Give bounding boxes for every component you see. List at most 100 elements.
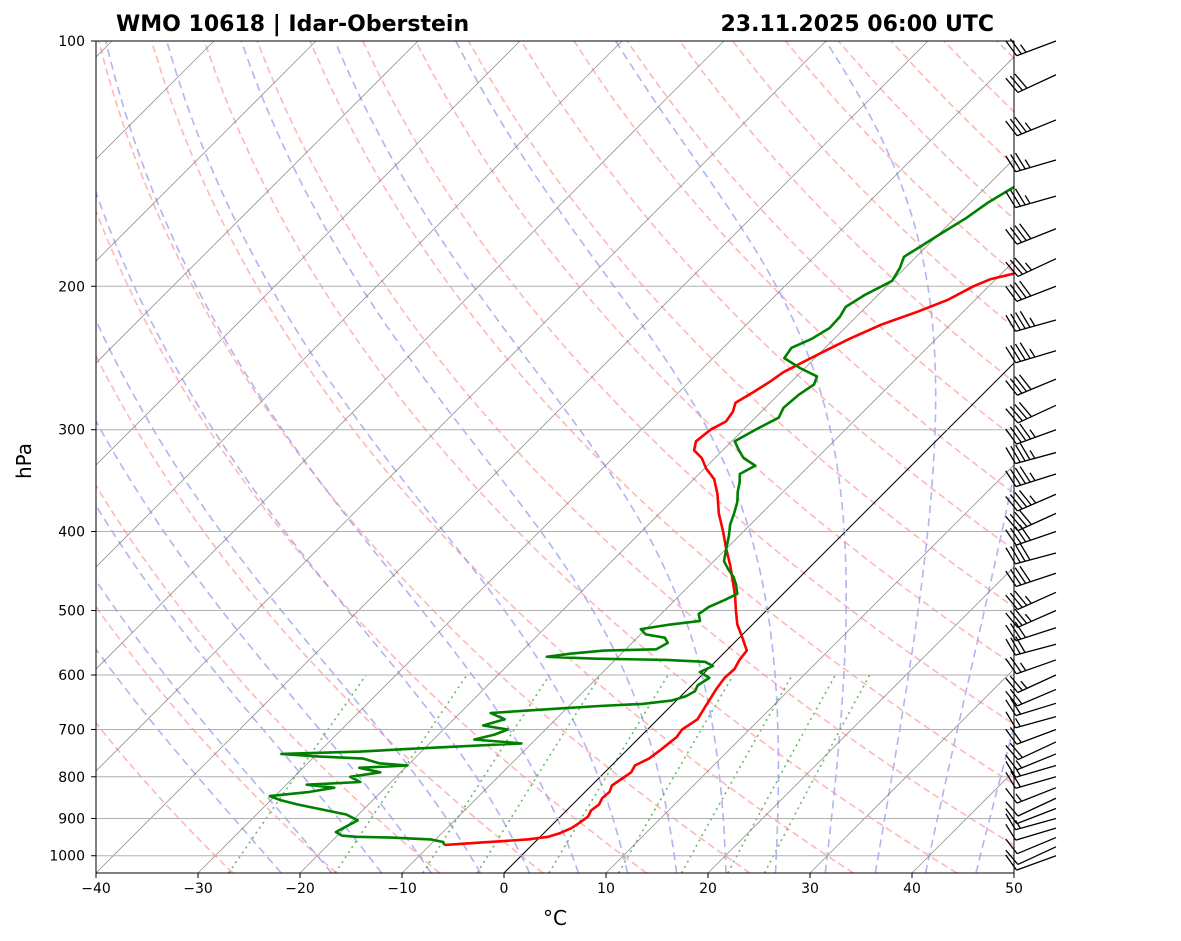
wind-barb-flag: [1005, 728, 1018, 745]
wind-barb: [1005, 753, 1057, 771]
wind-barb-flag: [1005, 40, 1018, 57]
isotherm: [96, 41, 419, 364]
wind-barb-flag: [1010, 698, 1022, 715]
wind-barb: [1005, 152, 1057, 173]
moist-adiabat: [924, 470, 1014, 873]
x-tick-label: 50: [1005, 881, 1023, 897]
wind-barb-flag: [1009, 406, 1023, 422]
wind-barb-flag: [1010, 637, 1021, 655]
wind-barb-flag: [1005, 754, 1018, 771]
moist-adiabat: [334, 41, 727, 873]
y-tick-label: 1000: [49, 849, 85, 865]
wind-barb: [1005, 797, 1057, 817]
y-axis-label: hPa: [12, 443, 36, 479]
wind-barb-flag: [1005, 658, 1017, 675]
wind-barb-staff: [1015, 195, 1057, 209]
y-tick-label: 700: [58, 723, 85, 739]
wind-barb: [1005, 608, 1057, 629]
wind-barb-staff: [1016, 855, 1057, 871]
wind-barb-flag: [1005, 380, 1018, 396]
x-tick-label: 0: [500, 881, 509, 897]
wind-barb-staff: [1015, 716, 1057, 729]
wind-barb-staff: [1016, 228, 1057, 245]
moist-adiabat: [96, 504, 383, 873]
mixing-ratio-line: [680, 674, 793, 873]
wind-barb: [1005, 423, 1057, 445]
wind-barb-flag: [1005, 761, 1017, 778]
x-tick-label: 10: [597, 881, 615, 897]
moist-adiabat: [96, 190, 531, 873]
wind-barb-flag: [1019, 342, 1031, 359]
dry-adiabat: [96, 208, 647, 873]
wind-barb-flag: [1005, 470, 1017, 487]
wind-barb: [1005, 836, 1057, 855]
wind-barb-staff: [1015, 473, 1057, 488]
wind-barb-flag: [1019, 443, 1031, 460]
wind-barb-half-flag: [1015, 760, 1023, 769]
wind-barb-flag: [1009, 592, 1023, 608]
wind-barb-staff: [1017, 512, 1057, 532]
wind-barb-flag: [1019, 423, 1032, 440]
wind-barb-flag: [1009, 623, 1022, 640]
dry-adiabat: [520, 41, 1014, 551]
wind-barb: [1005, 342, 1057, 364]
wind-barb-half-flag: [1019, 662, 1027, 671]
wind-barb-flag: [1005, 594, 1019, 610]
chart-subtitle: 23.11.2025 06:00 UTC: [720, 12, 994, 37]
moist-adiabat: [96, 579, 333, 873]
wind-barb-half-flag: [1015, 793, 1023, 802]
wind-barb-staff: [1015, 159, 1057, 173]
wind-barb: [1005, 813, 1057, 831]
wind-barb-flag: [1005, 849, 1019, 865]
wind-barb-staff: [1017, 591, 1057, 611]
wind-barb-flag: [1005, 191, 1017, 208]
wind-barb-staff: [1017, 493, 1057, 512]
wind-barb-flag: [1014, 404, 1028, 420]
wind-barb: [1005, 727, 1057, 745]
isotherm: [0, 41, 10, 873]
y-tick-label: 400: [58, 525, 85, 541]
wind-barb: [1005, 310, 1057, 332]
wind-barb-flag: [1014, 425, 1027, 442]
wind-barb-flag: [1014, 116, 1027, 133]
wind-barb-half-flag: [1029, 449, 1036, 459]
y-tick-label: 600: [58, 668, 85, 684]
wind-barb-flag: [1009, 675, 1023, 691]
wind-barb-flag: [1015, 636, 1026, 653]
wind-barb-flag: [1019, 374, 1032, 390]
wind-barb-half-flag: [1029, 317, 1036, 327]
wind-barb: [1005, 807, 1057, 825]
wind-barb: [1005, 188, 1057, 209]
wind-barb-flag: [1005, 447, 1017, 464]
mixing-ratio-line: [618, 674, 735, 873]
pressure-gridlines: [96, 40, 1014, 857]
wind-barb-flag: [1009, 742, 1023, 758]
dry-adiabat: [837, 41, 1014, 220]
wind-barb-flag: [1009, 610, 1023, 626]
wind-barb-flag: [1005, 155, 1017, 173]
wind-barb-flag: [1010, 445, 1021, 463]
wind-barb: [1005, 466, 1057, 488]
wind-barb-half-flag: [1029, 348, 1036, 358]
dry-adiabat: [96, 721, 234, 873]
wind-barb: [1005, 787, 1057, 804]
moist-adiabat: [166, 41, 629, 873]
wind-barb-flag: [1014, 152, 1026, 170]
wind-barb: [1005, 257, 1057, 278]
wind-barb-flag: [1009, 494, 1023, 510]
wind-barb-flag: [1005, 838, 1018, 855]
wind-barb-staff: [1016, 119, 1057, 137]
wind-barb-flag: [1005, 570, 1017, 587]
isotherm: [197, 56, 1014, 873]
wind-barb-flag: [1005, 547, 1016, 565]
wind-barb-flag: [1014, 621, 1027, 638]
wind-barb-flag: [1019, 466, 1031, 483]
wind-barb-staff: [1017, 797, 1057, 817]
wind-barb-flag: [1005, 690, 1018, 707]
wind-barb-flag: [1014, 257, 1028, 273]
wind-barb-staff: [1016, 728, 1057, 745]
series-layer: [268, 185, 1014, 847]
wind-barb-staff: [1016, 836, 1057, 855]
wind-barb-flag: [1019, 543, 1031, 561]
